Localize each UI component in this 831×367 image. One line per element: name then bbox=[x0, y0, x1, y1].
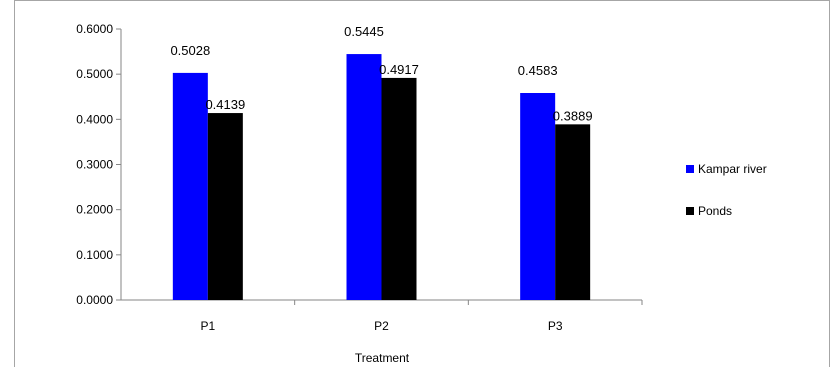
legend-swatch bbox=[686, 165, 694, 173]
legend-swatch bbox=[686, 207, 694, 215]
bar-ponds-p3 bbox=[555, 124, 591, 300]
y-tick-label: 0.3000 bbox=[76, 158, 113, 172]
x-category-label: P1 bbox=[200, 319, 215, 333]
y-tick-label: 0.2000 bbox=[76, 203, 113, 217]
legend-label: Ponds bbox=[698, 204, 732, 218]
y-tick-label: 0.4000 bbox=[76, 112, 113, 126]
data-labels: 0.5028 0.4139 0.5445 0.4917 0.4583 0.3889 bbox=[170, 24, 592, 123]
chart-frame bbox=[14, 0, 830, 367]
x-category-label: P3 bbox=[548, 319, 563, 333]
data-label: 0.3889 bbox=[553, 108, 593, 123]
y-tick-label: 0.1000 bbox=[76, 248, 113, 262]
y-tick-label: 0.6000 bbox=[76, 22, 113, 36]
y-tick-label: 0.5000 bbox=[76, 67, 113, 81]
data-label: 0.4917 bbox=[379, 62, 419, 77]
y-tick-label: 0.0000 bbox=[76, 293, 113, 307]
data-label: 0.4139 bbox=[205, 97, 245, 112]
bar-kampar-river-p1 bbox=[172, 72, 208, 300]
data-label: 0.4583 bbox=[518, 63, 558, 78]
x-axis-categories: P1 P2 P3 bbox=[200, 300, 643, 333]
x-axis-title: Treatment bbox=[355, 351, 410, 365]
y-axis-ticks: 0.0000 0.1000 0.2000 0.3000 0.4000 0.5000 0.60… bbox=[76, 22, 121, 307]
bar-kampar-river-p3 bbox=[520, 93, 556, 301]
data-label: 0.5028 bbox=[170, 43, 210, 58]
x-category-label: P2 bbox=[374, 319, 389, 333]
legend: Kampar river Ponds bbox=[686, 162, 767, 218]
chart-bars bbox=[172, 54, 591, 301]
bar-kampar-river-p2 bbox=[346, 54, 382, 300]
bar-ponds-p1 bbox=[207, 113, 243, 300]
legend-label: Kampar river bbox=[698, 162, 767, 176]
data-label: 0.5445 bbox=[344, 24, 384, 39]
bar-ponds-p2 bbox=[381, 77, 417, 300]
